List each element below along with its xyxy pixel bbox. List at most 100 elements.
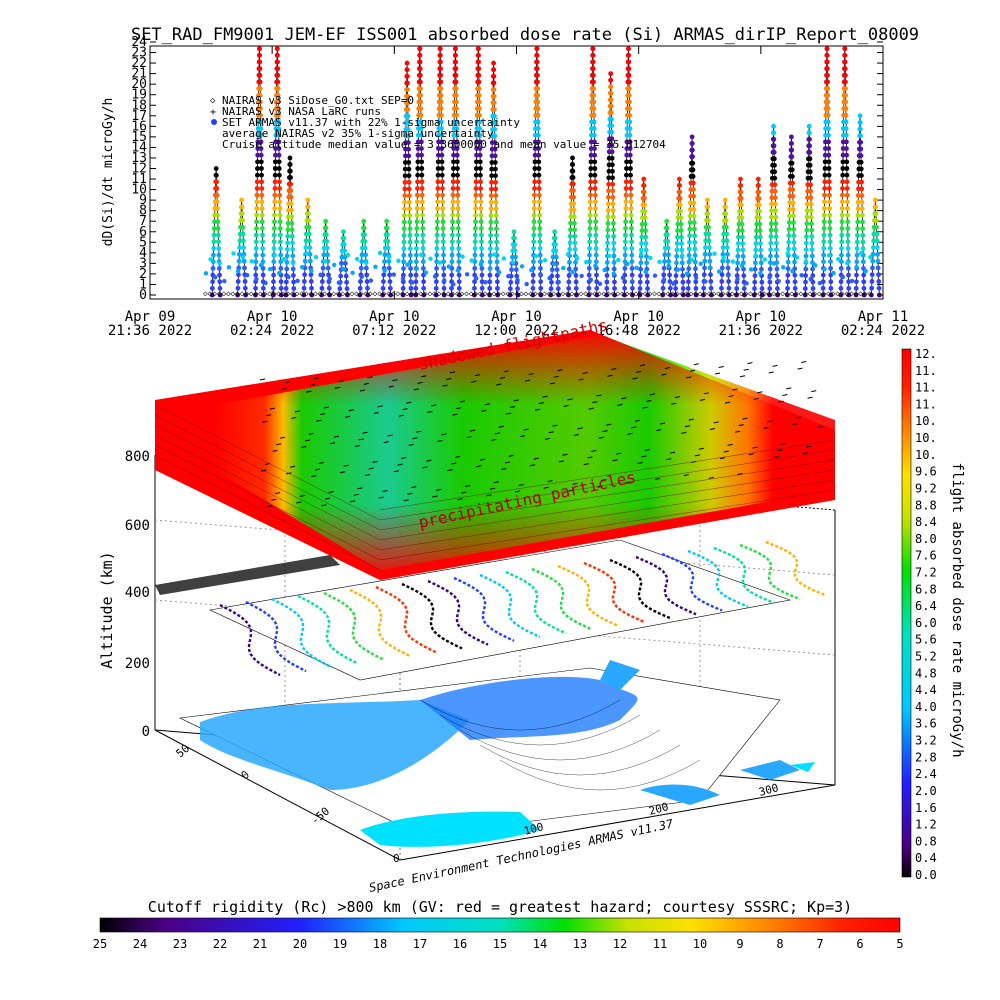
data-point [622,285,627,291]
data-point [804,201,810,207]
data-point [404,60,410,66]
data-point [291,292,297,298]
data-point [495,292,500,298]
flightpath-mark [562,453,568,456]
data-point [493,213,499,218]
data-point [419,199,425,205]
data-point [790,269,795,274]
data-point [487,259,493,265]
data-point [438,72,444,78]
data-point [774,247,779,252]
data-point [273,152,278,158]
data-point [809,240,815,246]
data-point [587,212,593,218]
data-point [472,239,478,245]
data-point [608,110,614,116]
model-diamond: ◇ [611,289,616,298]
data-point [810,292,816,298]
model-diamond: ◇ [510,289,515,298]
data-point [493,219,499,225]
data-point [441,272,447,278]
data-point [759,292,765,298]
flightpath-mark [661,373,667,376]
data-point [275,59,280,65]
flightpath-mark [496,383,502,386]
data-point [478,192,484,198]
data-point [435,186,441,191]
model-diamond: ◇ [423,289,428,298]
data-point [845,252,851,258]
data-point [456,285,462,291]
data-point [629,226,634,231]
flightpath-mark [681,431,687,434]
data-point [643,241,649,246]
model-diamond: ◇ [372,289,377,298]
flightpath-mark [524,379,531,382]
flightpath-mark [639,364,646,367]
data-point [758,253,764,259]
data-point [822,159,828,165]
data-point [827,212,833,218]
flightpath-mark [708,476,714,479]
data-point [719,285,724,291]
flightpath-mark [666,458,672,461]
flightpath-mark [728,395,734,398]
colorbar-right-tick: 7.6 [915,549,937,563]
data-point [535,99,541,105]
data-point [807,169,813,175]
data-point [418,119,424,125]
data-point [276,152,282,158]
data-point [488,232,494,238]
data-point [407,239,413,245]
data-point [642,202,648,208]
model-diamond: ◇ [432,289,437,298]
data-point [876,292,882,298]
data-point [276,159,282,165]
data-point [767,260,773,265]
orbit-track [219,603,281,677]
data-point [817,280,823,286]
spike [400,60,414,298]
data-point [740,234,745,240]
data-point [476,99,482,105]
data-point [455,199,461,205]
data-point [707,265,713,270]
model-diamond: ◇ [826,289,831,298]
data-point [725,258,731,264]
spike [471,46,485,298]
data-point [638,260,644,266]
flightpath-mark [553,375,559,378]
flightpath-mark [591,449,597,452]
flightpath-mark [486,494,492,497]
data-point [278,259,284,265]
flightpath-mark [513,399,519,402]
data-point [630,292,635,298]
data-point [450,212,456,218]
data-point [491,100,497,106]
data-point [689,257,694,262]
model-diamond: ◇ [725,289,730,298]
data-point [845,260,850,266]
model-diamond: ◇ [258,289,263,298]
data-point [535,132,541,138]
data-point [874,224,879,230]
colorbar-right-tick: 6.8 [915,582,937,596]
data-point [423,270,429,275]
data-point [726,285,732,291]
data-point [439,152,445,158]
data-point [519,264,525,269]
data-point [705,204,711,210]
data-point [611,266,617,272]
data-point [802,292,808,298]
data-point [272,159,278,165]
data-point [493,193,499,199]
model-diamond: ◇ [501,289,506,298]
data-point [826,132,831,138]
colorbar-right-tick: 11. [915,397,937,411]
data-point [249,259,255,264]
data-point [290,266,296,272]
data-point [723,224,729,230]
data-point [285,214,291,220]
data-point [440,239,446,245]
data-point [844,139,849,145]
